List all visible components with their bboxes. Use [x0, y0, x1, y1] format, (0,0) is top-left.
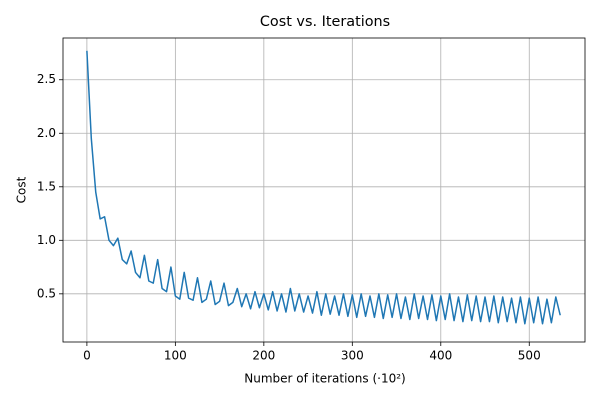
y-tick-label: 2.5	[37, 72, 56, 86]
x-tick-label: 0	[83, 349, 91, 363]
y-tick-label: 1.5	[37, 179, 56, 193]
y-axis-label: Cost	[15, 176, 29, 203]
x-tick-label: 100	[164, 349, 187, 363]
x-tick-label: 400	[429, 349, 452, 363]
y-tick-label: 2.0	[37, 126, 56, 140]
data-line	[86, 50, 561, 325]
x-tick-label: 200	[252, 349, 275, 363]
plot-frame	[62, 37, 586, 343]
x-axis-label: Number of iterations (·10²)	[244, 372, 405, 386]
x-tick-label: 500	[518, 349, 541, 363]
y-tick-label: 0.5	[37, 286, 56, 300]
chart-title: Cost vs. Iterations	[260, 14, 390, 30]
x-tick-label: 300	[341, 349, 364, 363]
y-tick-label: 1.0	[37, 233, 56, 247]
